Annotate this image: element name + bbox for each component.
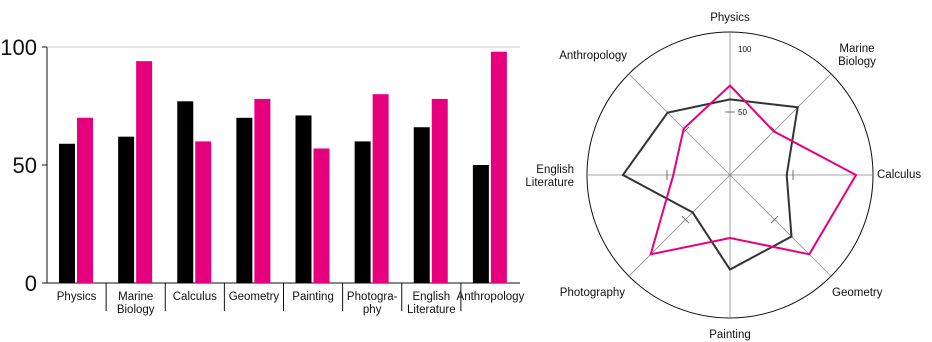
radar-tick-label: 100 bbox=[738, 45, 752, 54]
bar bbox=[354, 141, 371, 283]
bar bbox=[295, 115, 312, 283]
bar bbox=[413, 127, 430, 284]
x-tick-label: Anthropology bbox=[457, 291, 525, 303]
radar-axis-label: Physics bbox=[710, 12, 750, 24]
radar-axis-label: Anthropology bbox=[559, 50, 627, 62]
x-tick-label-line: phy bbox=[363, 304, 382, 316]
radar-axis-label-line: Biology bbox=[838, 56, 876, 68]
x-tick-label-line: Marine bbox=[118, 291, 153, 303]
x-tick-label: Photogra-phy bbox=[347, 291, 398, 316]
radar-tick-mark bbox=[770, 215, 779, 224]
radar-axis-label: English Literature bbox=[525, 164, 574, 189]
bar bbox=[177, 101, 194, 283]
radar-series bbox=[621, 98, 799, 271]
radar-axis-label-line: Physics bbox=[710, 12, 750, 24]
radar-axis-label-line: Anthropology bbox=[559, 50, 627, 62]
x-tick-label-line: Geometry bbox=[229, 291, 280, 303]
radar-axis-label-line: Photography bbox=[560, 287, 625, 299]
y-tick-label: 100 bbox=[0, 35, 37, 60]
bar bbox=[195, 141, 212, 283]
radar-chart: 50 100 Physics Marine Biology Calculus Geometr… bbox=[525, 12, 921, 341]
bar bbox=[59, 143, 75, 283]
x-tick-label-line: Biology bbox=[117, 304, 155, 316]
x-tick-label: Geometry bbox=[229, 291, 280, 303]
x-tick-label: Physics bbox=[57, 291, 97, 303]
radar-axis-label-line: Marine bbox=[839, 43, 874, 55]
radar-tick-label: 50 bbox=[738, 108, 747, 117]
x-tick-label-line: Painting bbox=[292, 291, 334, 303]
radar-axis-label-line: Painting bbox=[709, 329, 751, 341]
x-tick-label-line: Calculus bbox=[173, 291, 217, 303]
radar-axis-label: Geometry bbox=[832, 287, 883, 299]
x-tick-label: Painting bbox=[292, 291, 334, 303]
x-tick-label-line: English bbox=[412, 291, 450, 303]
radar-axis-label-line: English bbox=[536, 164, 574, 176]
x-tick-label-line: Photogra- bbox=[347, 291, 398, 303]
bar-chart: 0 50 100 Physics Marine Biology Calculus Geomet… bbox=[0, 35, 524, 316]
radar-axis-label: Photography bbox=[560, 287, 625, 299]
x-tick-label-line: Anthropology bbox=[457, 291, 525, 303]
x-tick-label-line: Literature bbox=[407, 304, 456, 316]
radar-axis-label: Calculus bbox=[877, 169, 921, 181]
radar-spoke bbox=[628, 174, 731, 277]
bar bbox=[136, 61, 153, 283]
x-tick-label: English Literature bbox=[407, 291, 456, 316]
bar bbox=[313, 148, 330, 283]
x-tick-label: Marine Biology bbox=[117, 291, 155, 316]
x-tick-label-line: Physics bbox=[57, 291, 97, 303]
bar bbox=[490, 51, 507, 283]
bar bbox=[236, 117, 253, 283]
radar-series bbox=[649, 84, 858, 256]
bar bbox=[431, 98, 448, 283]
radar-axis-label-line: Geometry bbox=[832, 287, 883, 299]
bar bbox=[472, 165, 489, 283]
radar-spoke bbox=[729, 73, 832, 176]
radar-axis-label-line: Literature bbox=[525, 177, 574, 189]
y-tick-label: 50 bbox=[13, 153, 37, 178]
x-tick-label: Calculus bbox=[173, 291, 217, 303]
y-tick-label: 0 bbox=[25, 271, 37, 296]
radar-spoke bbox=[628, 73, 731, 176]
bar bbox=[254, 98, 271, 283]
bar bbox=[118, 136, 135, 283]
radar-axis-label: Marine Biology bbox=[838, 43, 876, 68]
bar bbox=[372, 94, 389, 283]
radar-axis-label-line: Calculus bbox=[877, 169, 921, 181]
bar bbox=[77, 117, 93, 283]
radar-spoke bbox=[729, 174, 832, 277]
radar-tick-mark bbox=[681, 215, 690, 224]
radar-axis-label: Painting bbox=[709, 329, 751, 341]
